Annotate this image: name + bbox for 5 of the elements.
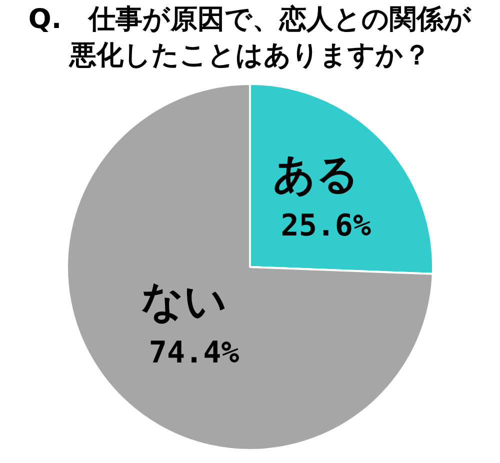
chart-title: Q. 仕事が原因で、恋人との関係が悪化したことはありますか？ [27,3,473,73]
slice-label: ない [141,276,228,326]
data-label: 25.6% [280,208,372,244]
slice-label: ある [272,149,359,198]
data-label: 74.4% [148,335,240,370]
